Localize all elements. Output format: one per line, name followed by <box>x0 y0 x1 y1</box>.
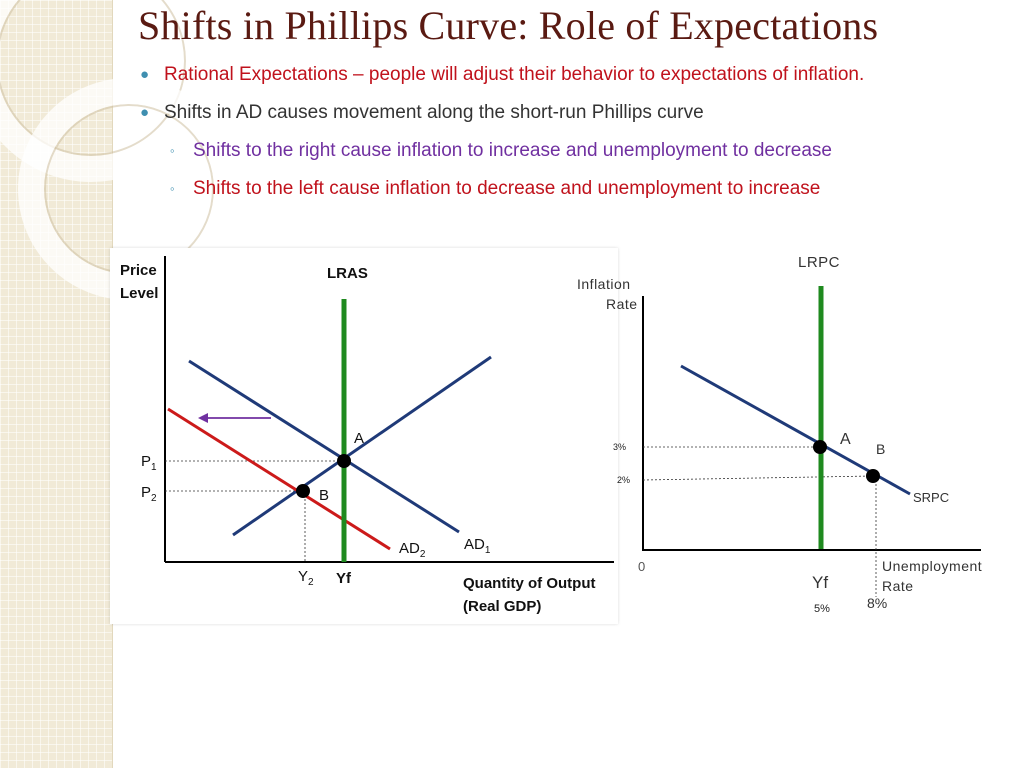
real-gdp-label: (Real GDP) <box>463 598 541 615</box>
origin-label: 0 <box>638 559 645 574</box>
lras-label: LRAS <box>327 265 368 282</box>
bullet-text: Shifts in AD causes movement along the s… <box>164 102 704 123</box>
unemployment-5-percent: 5% <box>814 603 830 615</box>
slide-title: Shifts in Phillips Curve: Role of Expect… <box>138 3 879 48</box>
unemployment-rate-label: Rate <box>882 578 914 594</box>
bullet-rational-expectations: ● Rational Expectations – people will ad… <box>136 60 1006 90</box>
phillips-diagram: Inflation Rate LRPC A B SRPC 3% 2% 0 Yf … <box>577 254 982 615</box>
ad2-label: AD2 <box>399 540 426 560</box>
bullet-ring-icon: ◦ <box>170 143 175 158</box>
inflation-3-percent: 3% <box>613 442 626 452</box>
y2-label: Y2 <box>298 568 314 588</box>
bullet-ring-icon: ◦ <box>170 181 175 196</box>
equilibrium-point-b <box>296 484 310 498</box>
p1-label: P1 <box>141 453 157 473</box>
inflation-label: Inflation <box>577 276 631 292</box>
bullet-text: Rational Expectations – people will adju… <box>164 64 865 85</box>
ad1-curve <box>188 359 460 534</box>
bullet-list: ● Rational Expectations – people will ad… <box>136 60 1006 204</box>
sras-curve <box>232 355 492 537</box>
price-level-label: Price <box>120 262 157 279</box>
inflation-rate-label: Rate <box>606 296 638 312</box>
bullet-text: Shifts to the left cause inflation to de… <box>193 178 821 199</box>
ad2-curve <box>167 407 391 551</box>
sub-bullet-left-shift: ◦ Shifts to the left cause inflation to … <box>136 174 1006 204</box>
srpc-label: SRPC <box>913 490 949 505</box>
price-level-label-line2: Level <box>120 285 158 302</box>
equilibrium-point-a <box>337 454 351 468</box>
unemployment-label: Unemployment <box>882 558 982 574</box>
bullet-dot-icon: ● <box>140 66 150 83</box>
decorative-sidebar <box>0 0 240 768</box>
bullet-text: Shifts to the right cause inflation to i… <box>193 140 832 161</box>
ad1-label: AD1 <box>464 536 491 556</box>
point-a-label: A <box>354 430 364 447</box>
unemployment-8-percent: 8% <box>867 595 887 611</box>
shift-left-arrow <box>198 413 271 423</box>
yf-label: Yf <box>336 570 352 587</box>
point-b-label: B <box>319 487 329 504</box>
phillips-point-a <box>813 440 827 454</box>
sub-bullet-right-shift: ◦ Shifts to the right cause inflation to… <box>136 136 1006 166</box>
b-guide-line <box>642 475 874 481</box>
phillips-point-b-label: B <box>876 441 885 457</box>
phillips-yf-label: Yf <box>812 573 828 592</box>
phillips-point-a-label: A <box>840 431 851 448</box>
phillips-point-b <box>866 469 880 483</box>
quantity-output-label: Quantity of Output <box>463 575 595 592</box>
bullet-dot-icon: ● <box>140 104 150 121</box>
ad-as-diagram: Price Level LRAS A B P1 P2 AD2 AD1 Y2 Yf… <box>120 256 614 615</box>
lrpc-label: LRPC <box>798 254 840 271</box>
inflation-2-percent: 2% <box>617 475 630 485</box>
p2-label: P2 <box>141 484 157 504</box>
bullet-ad-shifts: ● Shifts in AD causes movement along the… <box>136 98 1006 128</box>
